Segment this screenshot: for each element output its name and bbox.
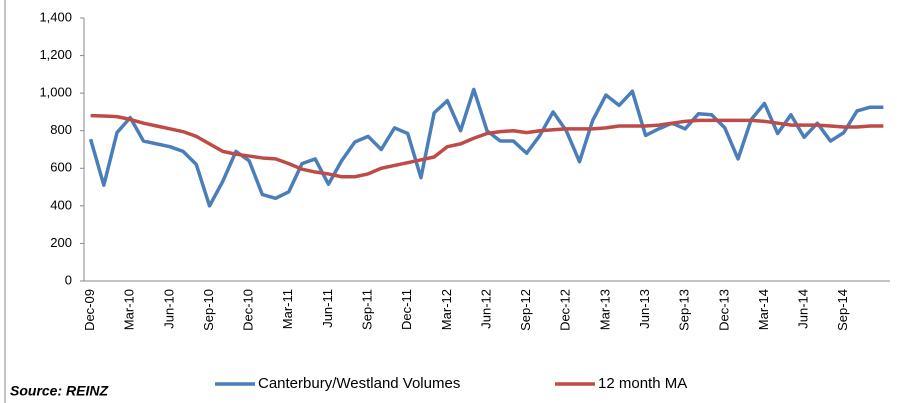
x-tick-label: Sep-13 xyxy=(677,289,692,331)
x-tick-label: Mar-10 xyxy=(122,289,137,330)
x-tick-label: Mar-13 xyxy=(597,289,612,330)
x-tick-label: Dec-11 xyxy=(399,289,414,330)
series-line xyxy=(90,113,884,179)
x-tick-label: Mar-12 xyxy=(439,289,454,330)
y-tick-label: 800 xyxy=(50,122,72,137)
x-tick-label: Sep-14 xyxy=(835,289,850,331)
x-tick-label: Jun-12 xyxy=(478,289,493,329)
y-tick-label: 1,200 xyxy=(39,47,72,62)
x-tick-label: Jun-11 xyxy=(320,289,335,328)
x-tick-label: Jun-10 xyxy=(161,289,176,329)
legend-label: 12 month MA xyxy=(598,375,687,392)
x-tick-label: Dec-09 xyxy=(82,289,97,331)
x-tick-label: Sep-10 xyxy=(201,289,216,331)
y-tick-label: 1,000 xyxy=(39,85,72,100)
y-tick-label: 600 xyxy=(50,160,72,175)
y-tick-label: 0 xyxy=(65,272,72,287)
x-tick-label: Jun-14 xyxy=(796,289,811,329)
x-tick-label: Sep-12 xyxy=(518,289,533,331)
x-tick-label: Dec-10 xyxy=(241,289,256,331)
y-tick-label: 400 xyxy=(50,197,72,212)
y-tick-label: 200 xyxy=(50,235,72,250)
x-tick-label: Dec-12 xyxy=(558,289,573,331)
series-line xyxy=(88,87,884,208)
x-tick-label: Dec-13 xyxy=(716,289,731,331)
x-tick-label: Sep-11 xyxy=(360,289,375,330)
x-tick-label: Jun-13 xyxy=(637,289,652,329)
legend-label: Canterbury/Westland Volumes xyxy=(258,375,460,392)
x-tick-label: Mar-11 xyxy=(280,289,295,329)
x-tick-label: Mar-14 xyxy=(756,289,771,330)
source-note: Source: REINZ xyxy=(10,383,108,399)
y-tick-label: 1,400 xyxy=(39,9,72,24)
